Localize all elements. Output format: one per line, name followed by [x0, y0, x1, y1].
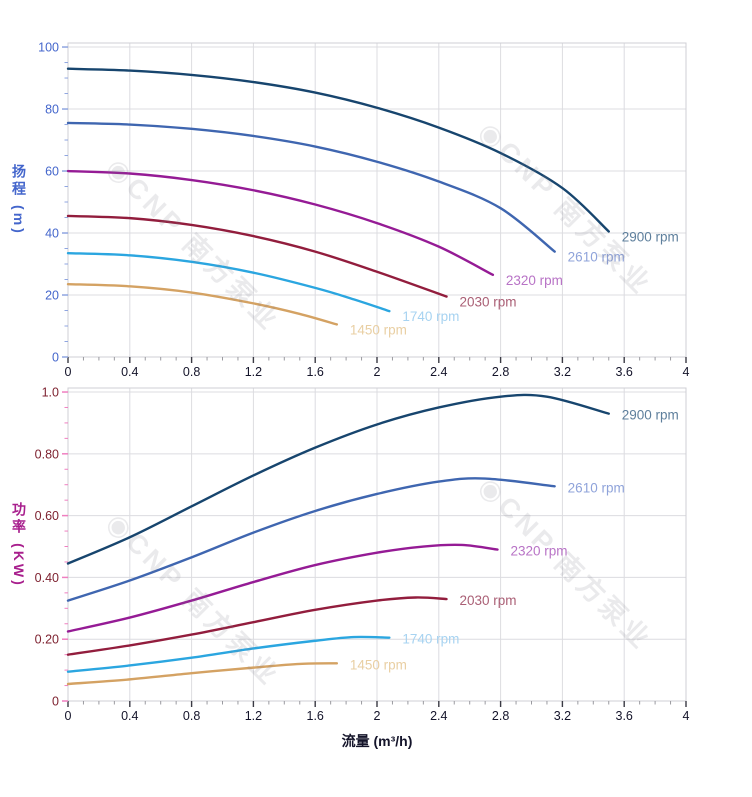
x-tick-label: 4 [683, 709, 690, 723]
curve-label-2900-rpm: 2900 rpm [622, 408, 679, 423]
curve-2030-rpm [66, 214, 448, 298]
curve-2320-rpm [66, 169, 495, 277]
curve-label-2320-rpm: 2320 rpm [506, 273, 563, 288]
curve-label-2030-rpm: 2030 rpm [460, 295, 517, 310]
y-tick-label: 80 [45, 103, 59, 117]
x-tick-label: 0.4 [121, 365, 138, 379]
curve-2900-rpm [66, 67, 610, 233]
y-tick-label: 20 [45, 289, 59, 303]
x-tick-label: 2 [374, 365, 381, 379]
curve-2320-rpm [66, 543, 499, 633]
curve-2610-rpm [66, 121, 556, 253]
y-tick-label: 0.20 [35, 633, 59, 647]
curve-label-1740-rpm: 1740 rpm [402, 309, 459, 324]
head-axis-title: 扬程 (m) [11, 164, 27, 236]
x-tick-label: 1.2 [245, 365, 262, 379]
x-tick-label: 1.6 [307, 365, 324, 379]
x-tick-label: 3.2 [554, 709, 571, 723]
y-tick-label: 60 [45, 165, 59, 179]
curve-1450-rpm [66, 282, 339, 326]
y-tick-label: 0.60 [35, 509, 59, 523]
x-tick-label: 3.6 [616, 365, 633, 379]
x-tick-label: 2.8 [492, 365, 509, 379]
curve-2610-rpm [66, 477, 556, 602]
x-tick-label: 0.8 [183, 365, 200, 379]
x-tick-label: 4 [683, 365, 690, 379]
flow-axis-title: 流量 (m³/h) [341, 733, 413, 749]
curve-label-1450-rpm: 1450 rpm [350, 657, 407, 672]
x-tick-label: 0 [65, 709, 72, 723]
y-tick-label: 40 [45, 227, 59, 241]
x-tick-label: 1.6 [307, 709, 324, 723]
curve-1450-rpm [66, 662, 339, 686]
x-tick-label: 0 [65, 365, 72, 379]
x-tick-label: 3.2 [554, 365, 571, 379]
curve-1740-rpm [66, 251, 391, 313]
x-tick-label: 2.8 [492, 709, 509, 723]
y-tick-label: 100 [38, 41, 59, 55]
curve-label-2610-rpm: 2610 rpm [568, 480, 625, 495]
x-tick-label: 1.2 [245, 709, 262, 723]
y-tick-label: 0 [52, 351, 59, 365]
curve-label-1740-rpm: 1740 rpm [402, 632, 459, 647]
curve-label-2320-rpm: 2320 rpm [511, 544, 568, 559]
curve-label-2030-rpm: 2030 rpm [460, 593, 517, 608]
power-axis-title: 功率 (KW) [11, 502, 27, 588]
curve-label-2900-rpm: 2900 rpm [622, 229, 679, 244]
y-tick-label: 0.40 [35, 571, 59, 585]
x-tick-label: 2.4 [430, 709, 447, 723]
x-tick-label: 3.6 [616, 709, 633, 723]
y-tick-label: 1.0 [42, 386, 59, 400]
y-tick-label: 0.80 [35, 447, 59, 461]
x-tick-label: 0.8 [183, 709, 200, 723]
curve-label-2610-rpm: 2610 rpm [568, 250, 625, 265]
x-tick-label: 0.4 [121, 709, 138, 723]
x-tick-label: 2 [374, 709, 381, 723]
curve-1740-rpm [66, 635, 391, 673]
y-tick-label: 0 [52, 695, 59, 709]
curve-2900-rpm [66, 393, 610, 565]
curve-label-1450-rpm: 1450 rpm [350, 322, 407, 337]
x-tick-label: 2.4 [430, 365, 447, 379]
curve-2030-rpm [66, 596, 448, 656]
